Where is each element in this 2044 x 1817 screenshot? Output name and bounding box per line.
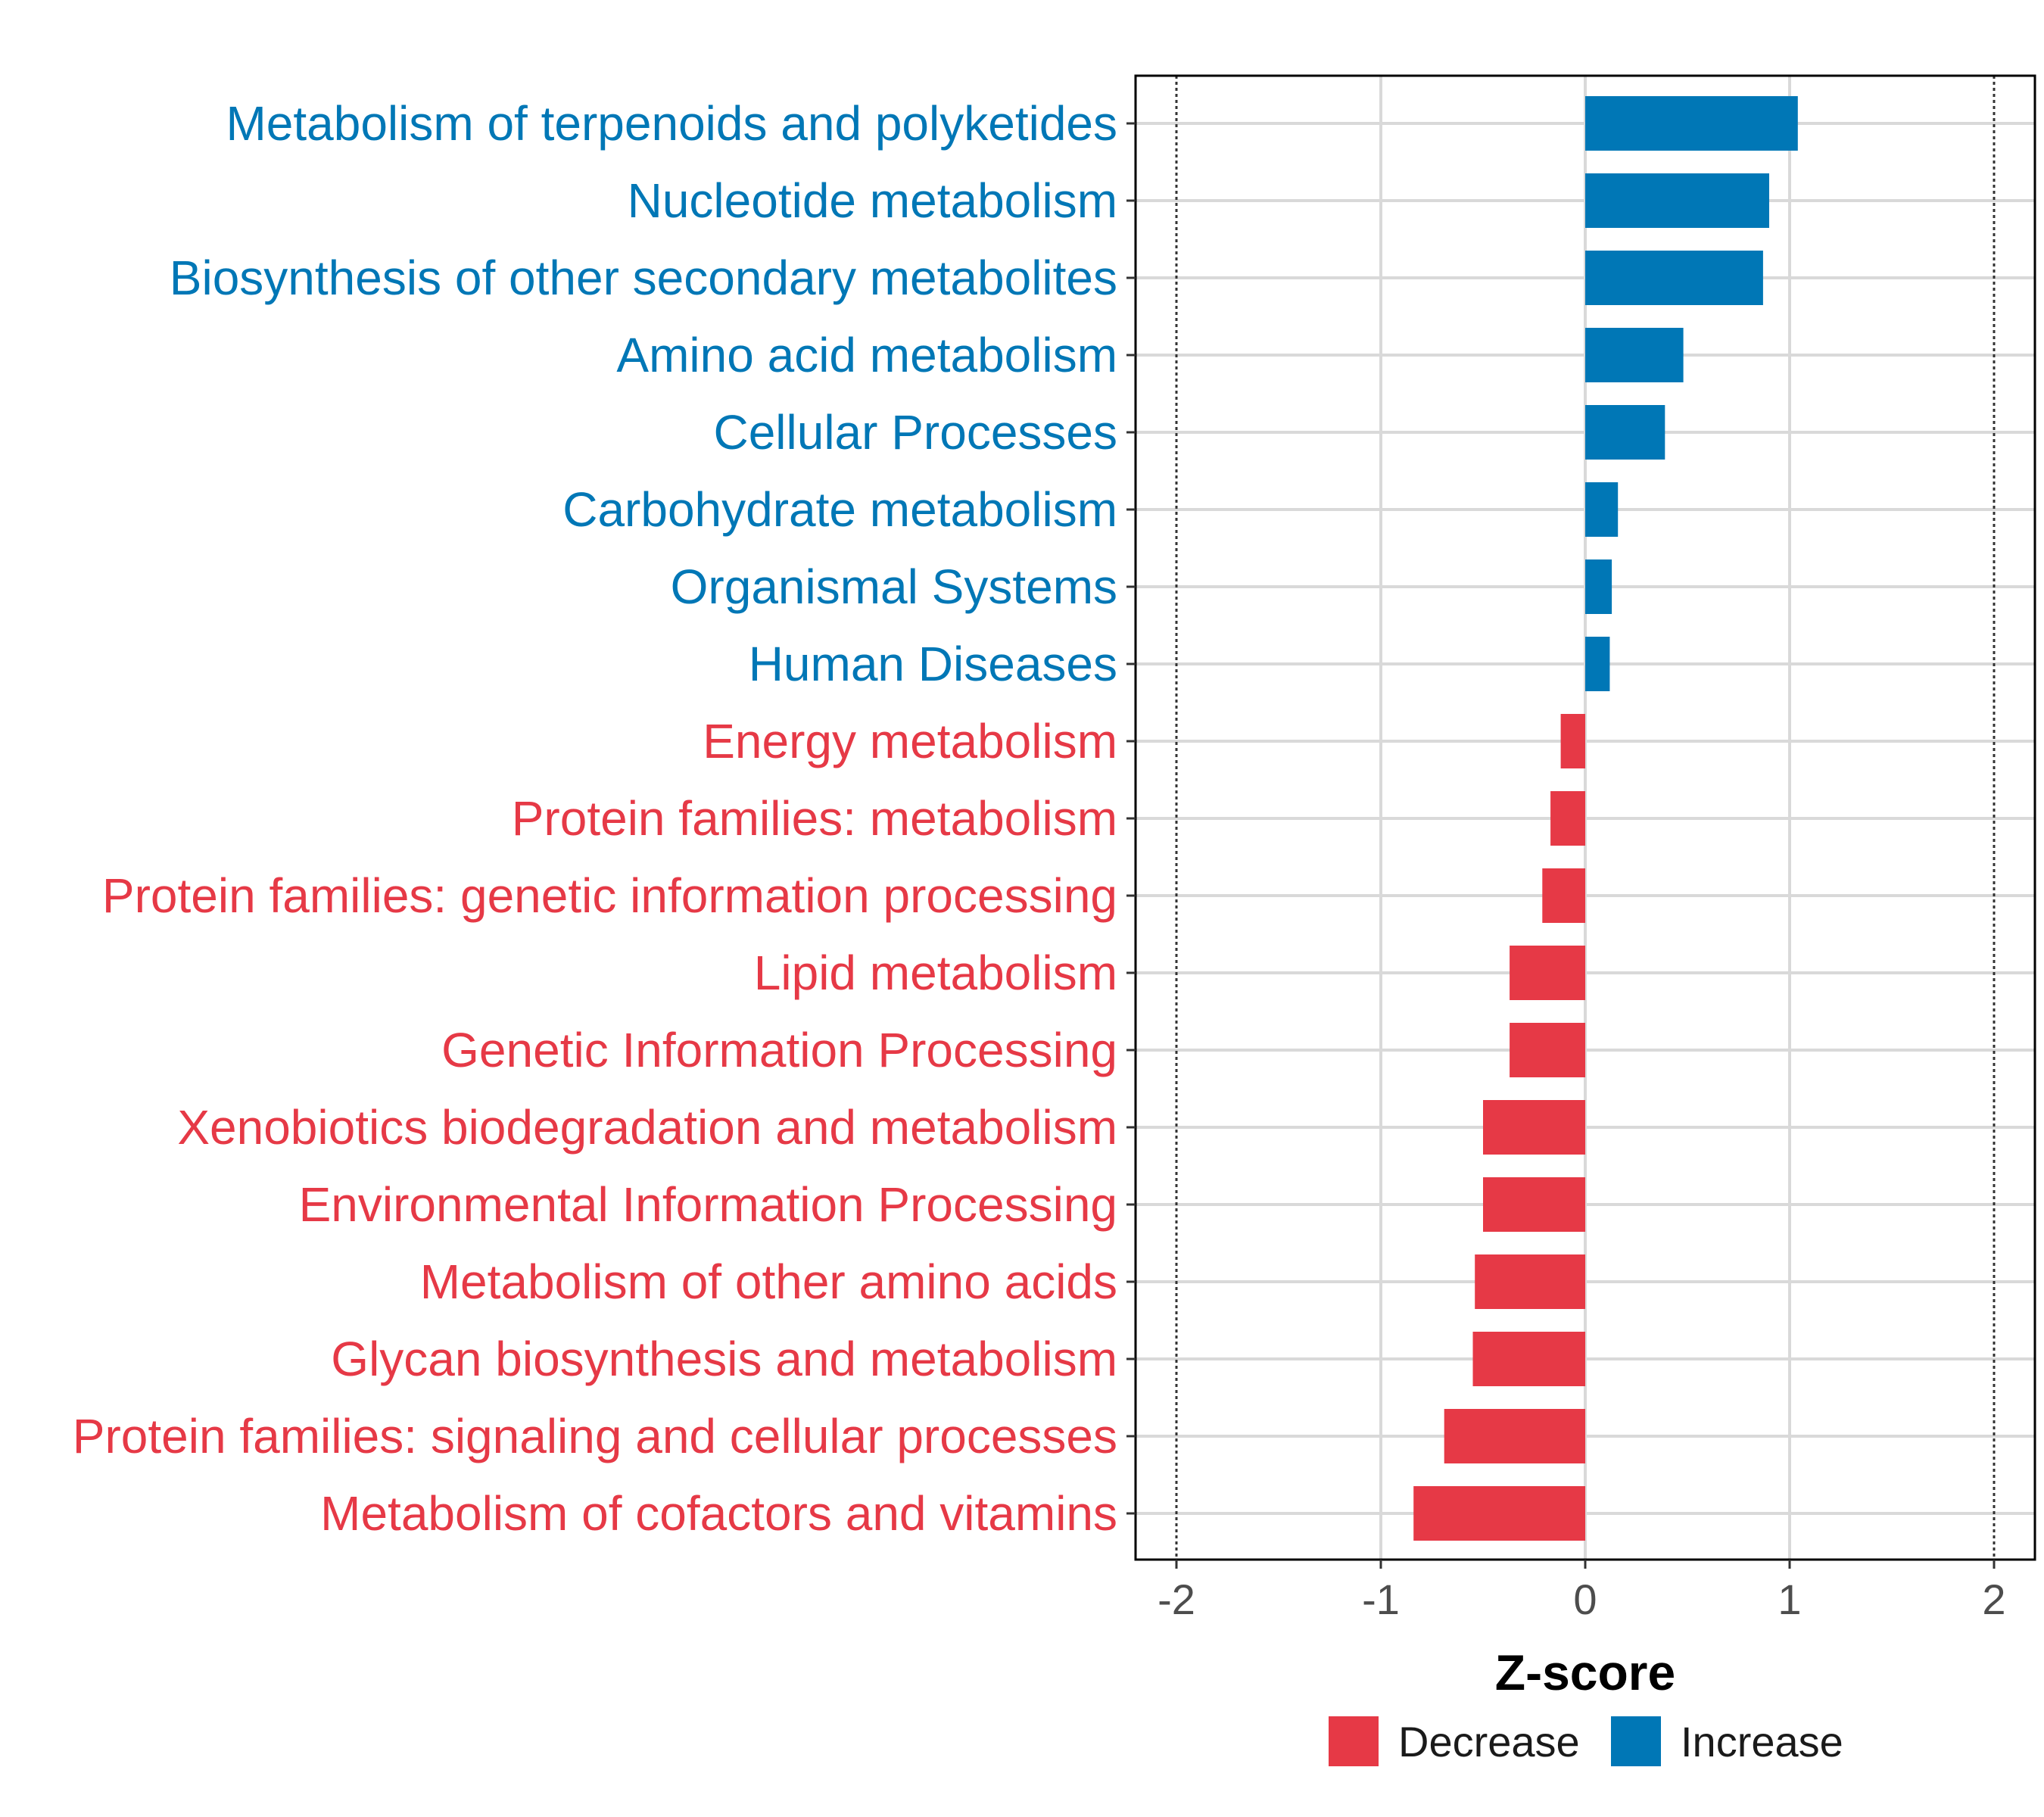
bar xyxy=(1585,328,1684,382)
category-label: Energy metabolism xyxy=(703,714,1117,768)
category-label: Genetic Information Processing xyxy=(441,1023,1117,1077)
bar xyxy=(1510,1023,1585,1077)
category-label: Nucleotide metabolism xyxy=(628,173,1117,228)
category-labels: Metabolism of terpenoids and polyketides… xyxy=(73,96,1117,1541)
bar xyxy=(1510,946,1585,1000)
legend-label: Increase xyxy=(1681,1718,1843,1766)
bar xyxy=(1542,868,1585,923)
bar xyxy=(1444,1409,1585,1463)
bar xyxy=(1483,1100,1585,1155)
category-label: Protein families: genetic information pr… xyxy=(102,868,1117,923)
bar xyxy=(1585,637,1610,691)
category-label: Glycan biosynthesis and metabolism xyxy=(331,1332,1117,1386)
bar xyxy=(1560,714,1585,768)
axis-ticks: -2 -1 0 1 2 xyxy=(1126,122,2006,1623)
x-tick-label: 1 xyxy=(1778,1575,1801,1623)
bar xyxy=(1585,96,1798,151)
category-label: Metabolism of terpenoids and polyketides xyxy=(226,96,1117,151)
category-label: Amino acid metabolism xyxy=(616,328,1117,382)
bar xyxy=(1585,173,1769,228)
category-label: Organismal Systems xyxy=(671,559,1117,614)
legend-swatch xyxy=(1611,1716,1661,1766)
bars xyxy=(1413,96,1798,1541)
category-label: Metabolism of cofactors and vitamins xyxy=(320,1486,1117,1541)
bar xyxy=(1550,791,1585,846)
category-label: Environmental Information Processing xyxy=(299,1177,1117,1232)
bar xyxy=(1483,1177,1585,1232)
category-label: Protein families: signaling and cellular… xyxy=(73,1409,1117,1463)
bar xyxy=(1585,251,1763,305)
category-label: Metabolism of other amino acids xyxy=(420,1254,1117,1309)
x-axis-title: Z-score xyxy=(1495,1644,1675,1700)
category-label: Cellular Processes xyxy=(713,405,1117,460)
category-label: Carbohydrate metabolism xyxy=(562,482,1117,537)
legend-label: Decrease xyxy=(1398,1718,1580,1766)
category-label: Lipid metabolism xyxy=(754,946,1117,1000)
x-tick-label: 0 xyxy=(1573,1575,1597,1623)
bar xyxy=(1475,1254,1585,1309)
legend: Decrease Increase xyxy=(1329,1716,1843,1766)
bar xyxy=(1413,1486,1585,1541)
bar xyxy=(1472,1332,1585,1386)
category-label: Human Diseases xyxy=(749,637,1117,691)
x-tick-label: -1 xyxy=(1362,1575,1400,1623)
bar xyxy=(1585,559,1612,614)
x-tick-label: -2 xyxy=(1158,1575,1195,1623)
category-label: Protein families: metabolism xyxy=(512,791,1117,846)
category-label: Xenobiotics biodegradation and metabolis… xyxy=(177,1100,1117,1155)
x-tick-label: 2 xyxy=(1982,1575,2005,1623)
category-label: Biosynthesis of other secondary metaboli… xyxy=(170,251,1117,305)
legend-swatch xyxy=(1329,1716,1379,1766)
bar xyxy=(1585,482,1619,537)
bar xyxy=(1585,405,1665,460)
